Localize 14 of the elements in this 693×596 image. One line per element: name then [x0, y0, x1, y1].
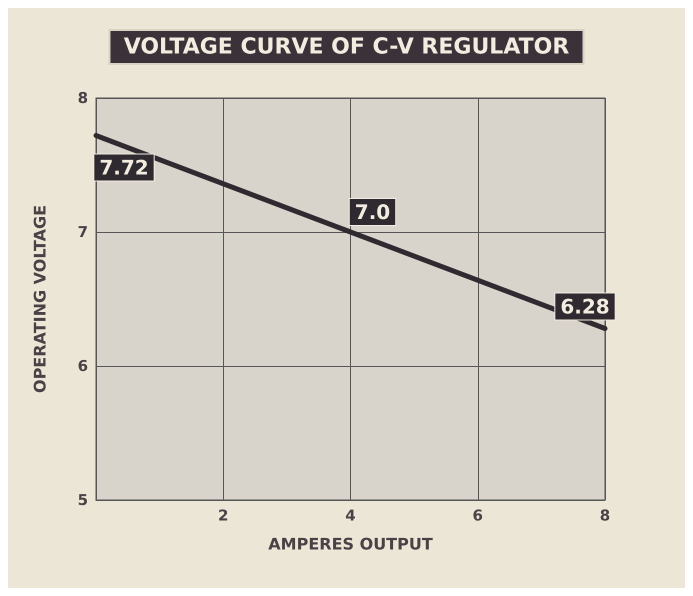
data-label: 7.0: [354, 200, 390, 224]
data-label: 7.72: [99, 156, 149, 180]
y-tick-label: 6: [78, 357, 88, 375]
x-tick-label: 8: [600, 506, 610, 524]
x-tick-label: 4: [345, 506, 356, 524]
chart-title: VOLTAGE CURVE OF C-V REGULATOR: [124, 34, 570, 60]
y-tick-label: 5: [78, 491, 88, 509]
x-tick-label: 6: [472, 506, 483, 524]
data-label: 6.28: [560, 294, 610, 318]
y-axis-title: OPERATING VOLTAGE: [30, 204, 50, 394]
y-tick-label: 7: [78, 223, 88, 241]
x-axis-title: AMPERES OUTPUT: [268, 534, 433, 554]
x-tick-label: 2: [218, 506, 228, 524]
y-tick-label: 8: [78, 89, 88, 107]
